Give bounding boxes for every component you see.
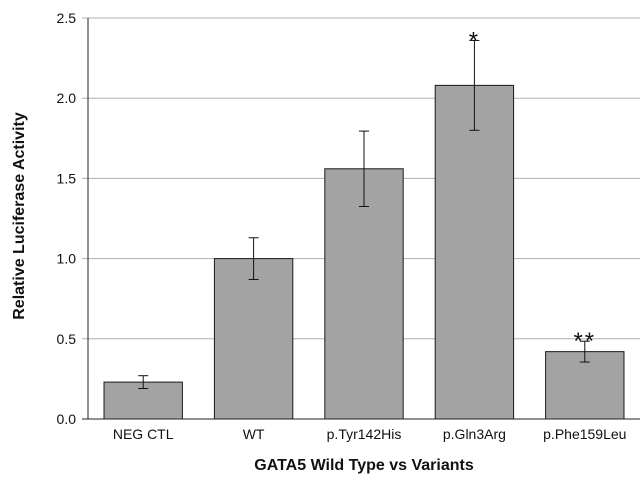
y-tick-label: 0.5 xyxy=(57,331,77,347)
error-bar xyxy=(248,237,259,280)
y-axis-title: Relative Luciferase Activity xyxy=(11,112,28,320)
y-tick-label: 2.0 xyxy=(57,90,77,106)
x-tick-label: WT xyxy=(243,426,265,442)
x-tick-label: p.Gln3Arg xyxy=(443,426,506,442)
error-bar xyxy=(138,375,149,390)
y-tick-label: 2.5 xyxy=(57,10,77,26)
y-tick-label: 1.5 xyxy=(57,170,77,186)
significance-marker: ** xyxy=(573,328,596,355)
error-bar xyxy=(359,130,369,207)
y-tick-label: 0.0 xyxy=(57,411,77,427)
x-axis-title: GATA5 Wild Type vs Variants xyxy=(254,457,474,474)
x-tick-label: NEG CTL xyxy=(113,426,174,442)
axes xyxy=(87,18,640,420)
y-tick-labels: 0.0 0.5 1.0 1.5 2.0 2.5 xyxy=(57,10,77,427)
x-tick-label: p.Tyr142His xyxy=(327,426,402,442)
significance-markers: *** xyxy=(469,27,596,355)
error-bar xyxy=(579,340,590,363)
error-bar xyxy=(469,39,480,131)
bar xyxy=(213,258,294,420)
bar xyxy=(324,168,404,420)
error-bars xyxy=(138,39,590,390)
bar xyxy=(434,84,515,420)
y-tick-label: 1.0 xyxy=(57,251,77,267)
bar xyxy=(545,351,625,420)
x-tick-label: p.Phe159Leu xyxy=(543,426,626,442)
significance-marker: * xyxy=(469,27,480,54)
x-tick-labels: NEG CTL WT p.Tyr142His p.Gln3Arg p.Phe159Leu xyxy=(113,426,627,442)
